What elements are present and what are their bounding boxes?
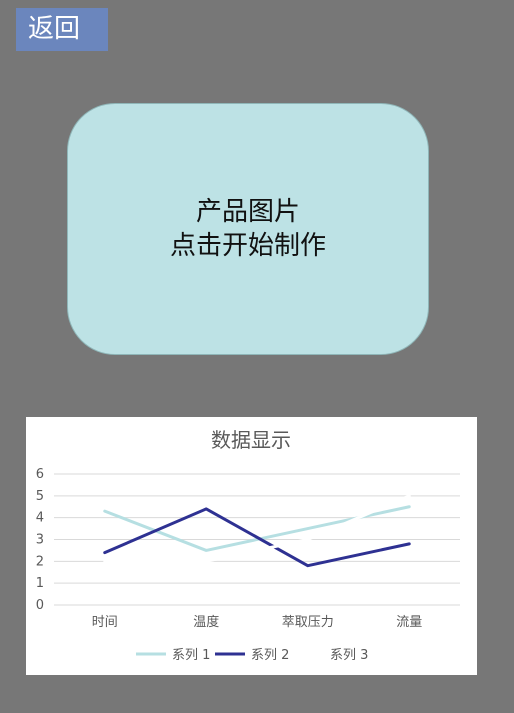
series-line-2 (103, 507, 411, 568)
y-axis-ticks: 0 1 2 3 4 5 6 (36, 467, 44, 613)
legend-label-2: 系列 2 (251, 648, 289, 663)
y-tick-label: 2 (36, 554, 44, 569)
product-image-label: 产品图片 (195, 197, 300, 227)
chart-title: 数据显示 (211, 428, 291, 452)
product-image-card[interactable]: 产品图片 点击开始制作 (67, 103, 429, 355)
legend-label-3: 系列 3 (330, 648, 368, 663)
chart-legend: 系列 1 系列 2 系列 3 (136, 648, 368, 663)
x-axis-categories: 时间 温度 萃取压力 流量 (92, 614, 423, 630)
start-making-label: 点击开始制作 (169, 231, 326, 261)
y-tick-label: 4 (36, 511, 44, 526)
series-line-1 (103, 505, 411, 552)
y-tick-label: 0 (36, 598, 44, 613)
x-category-label: 时间 (92, 615, 118, 630)
series-line-3 (103, 494, 411, 563)
line-chart: 数据显示 0 1 2 3 4 5 6 时间 温度 萃取压力 流量 系列 1 系列 2 系列 3 (36, 428, 460, 663)
data-chart: 数据显示 0 1 2 3 4 5 6 时间 温度 萃取压力 流量 系列 1 系列 2 系列 3 (26, 417, 477, 675)
y-tick-label: 6 (36, 467, 44, 482)
legend-label-1: 系列 1 (172, 648, 210, 663)
x-category-label: 温度 (193, 614, 219, 630)
x-category-label: 萃取压力 (282, 615, 334, 630)
y-tick-label: 5 (36, 489, 44, 504)
y-tick-label: 3 (36, 533, 44, 548)
chart-series (103, 494, 411, 568)
y-tick-label: 1 (36, 576, 44, 591)
back-button[interactable]: 返回 (16, 8, 108, 51)
x-category-label: 流量 (396, 615, 422, 630)
